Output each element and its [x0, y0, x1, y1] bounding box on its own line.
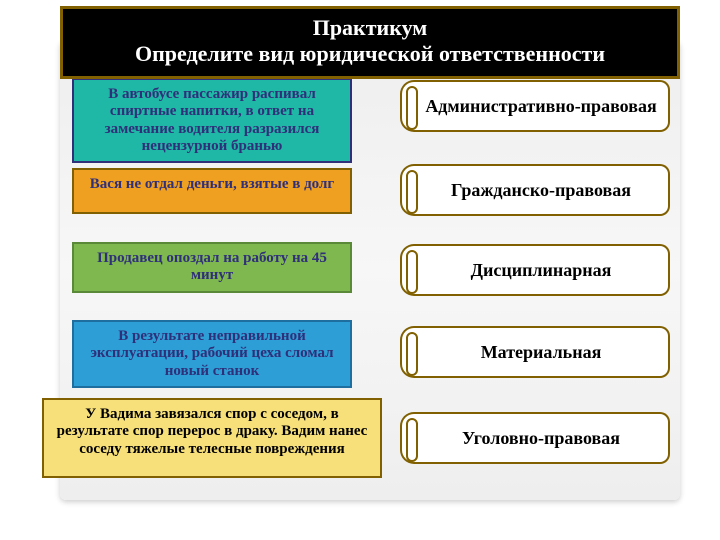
answer-card-2: Гражданско-правовая [400, 164, 670, 218]
scroll-curl-icon [400, 80, 420, 132]
answer-card-3: Дисциплинарная [400, 244, 670, 298]
case-box-2: Вася не отдал деньги, взятые в долг [72, 168, 352, 214]
case-box-3: Продавец опоздал на работу на 45 минут [72, 242, 352, 293]
title-box: Практикум Определите вид юридической отв… [60, 6, 680, 79]
scroll-curl-icon [400, 412, 420, 464]
case-box-1: В автобусе пассажир распивал спиртные на… [72, 78, 352, 163]
case-box-5: У Вадима завязался спор с соседом, в рез… [42, 398, 382, 478]
answer-label: Уголовно-правовая [418, 412, 670, 464]
answer-label: Дисциплинарная [418, 244, 670, 296]
answer-label: Административно-правовая [418, 80, 670, 132]
answer-card-5: Уголовно-правовая [400, 412, 670, 466]
scroll-curl-icon [400, 164, 420, 216]
answer-card-4: Материальная [400, 326, 670, 380]
title-line-1: Практикум [73, 15, 667, 41]
scroll-curl-icon [400, 326, 420, 378]
answer-label: Гражданско-правовая [418, 164, 670, 216]
answer-card-1: Административно-правовая [400, 80, 670, 134]
title-line-2: Определите вид юридической ответственнос… [73, 41, 667, 67]
scroll-curl-icon [400, 244, 420, 296]
answer-label: Материальная [418, 326, 670, 378]
case-box-4: В результате неправильной эксплуатации, … [72, 320, 352, 388]
